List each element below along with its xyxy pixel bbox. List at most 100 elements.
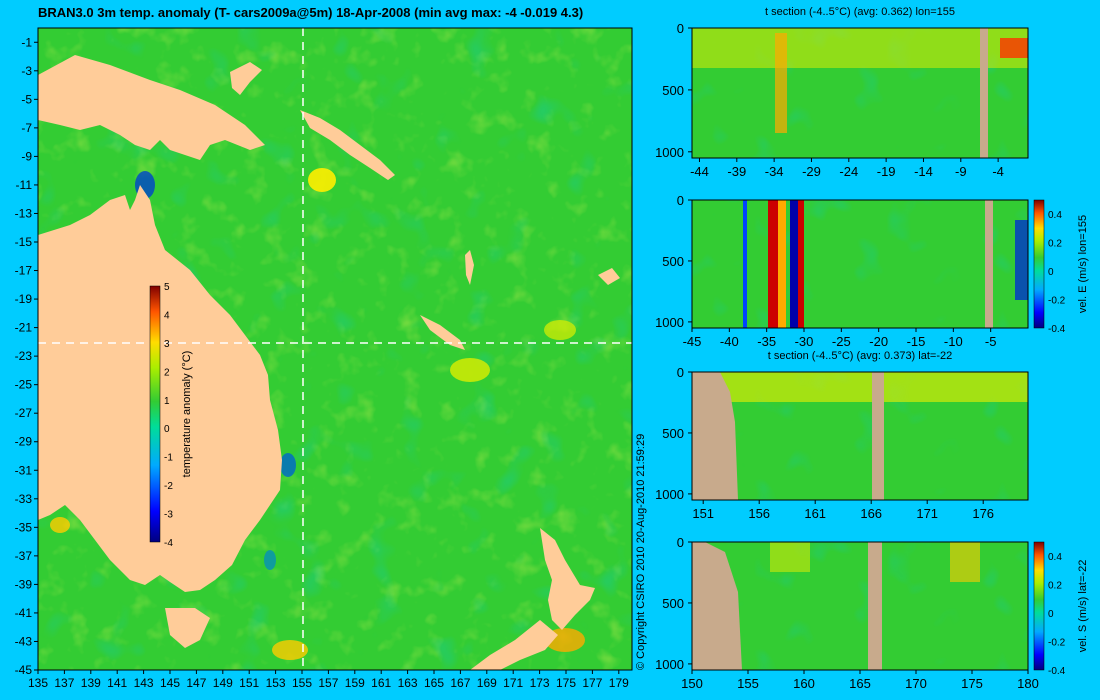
panel2-jet-west [790, 200, 798, 328]
t-section-lat-22-chart: 151 156 161 166 171 176 0 500 1000 [655, 365, 1029, 521]
x-tick-label: 180 [1017, 676, 1039, 691]
y-tick-label: 0 [677, 365, 684, 380]
panel2-jet-east-2 [798, 200, 804, 328]
y-tick-label: 1000 [655, 315, 684, 330]
panel1-warm-patch [1000, 38, 1028, 58]
colorbar-tick-label: 0.4 [1048, 552, 1062, 563]
y-tick-label: -17 [15, 264, 33, 278]
x-tick-label: 151 [692, 506, 714, 521]
x-tick-label: -30 [795, 334, 814, 349]
y-tick-label: 500 [662, 83, 684, 98]
y-tick-label: 1000 [655, 657, 684, 672]
panel2-land [985, 200, 993, 328]
colorbar-tick-label: -3 [164, 510, 173, 521]
cool-eddy [264, 550, 276, 570]
panel4-axes: 150 155 160 165 170 175 180 0 500 1000 [655, 535, 1039, 691]
panel2-frame [691, 199, 1029, 329]
colorbar-tick-label: 1 [164, 396, 170, 407]
x-tick-label: 171 [916, 506, 938, 521]
x-tick-label: -15 [907, 334, 926, 349]
solomon-islands-land [300, 110, 395, 180]
x-tick-label: 161 [804, 506, 826, 521]
colorbar-tick-label: -0.4 [1048, 324, 1066, 335]
x-tick-label: 160 [793, 676, 815, 691]
panel2-jet-east [768, 200, 778, 328]
panel2-axes: -45 -40 -35 -30 -25 -20 -15 -10 -5 0 500 1000 [655, 193, 996, 349]
warm-eddy [308, 168, 336, 192]
y-tick-label: 500 [662, 426, 684, 441]
panel3-surface-layer [692, 372, 1028, 402]
x-tick-label: 179 [609, 676, 629, 690]
x-tick-label: -45 [683, 334, 702, 349]
x-tick-label: 150 [681, 676, 703, 691]
copyright-text: © Copyright CSIRO 2010 20-Aug-2010 21:59… [635, 434, 647, 670]
panel2-jet-west-2 [743, 200, 747, 328]
panel1-axes: -44 -39 -34 -29 -24 -19 -14 -9 -4 0 500 1000 [655, 21, 1004, 179]
x-tick-label: 139 [81, 676, 101, 690]
x-tick-label: 145 [160, 676, 180, 690]
x-tick-label: 155 [292, 676, 312, 690]
y-tick-label: -43 [15, 634, 33, 648]
x-tick-label: 151 [239, 676, 259, 690]
warm-eddy [50, 517, 70, 533]
panel4-colorbar-label: vel. S (m/s) lat=-22 [1077, 560, 1089, 653]
x-tick-label: -24 [839, 164, 858, 179]
x-tick-label: 165 [849, 676, 871, 691]
y-tick-label: 1000 [655, 487, 684, 502]
panel4-colorbar [1033, 541, 1045, 671]
map-x-axis: 135 137 139 141 143 145 147 149 151 153 155 157 159 1… [28, 670, 629, 690]
vanuatu-land [465, 250, 474, 285]
panel3-frame [691, 371, 1029, 501]
map-frame [37, 27, 633, 671]
y-tick-label: -45 [15, 663, 33, 677]
colorbar-tick-label: -0.4 [1048, 666, 1066, 677]
x-tick-label: 156 [748, 506, 770, 521]
x-tick-label: -19 [877, 164, 896, 179]
y-tick-label: -19 [15, 292, 33, 306]
tasmania-land [165, 608, 210, 648]
x-tick-label: -25 [832, 334, 851, 349]
x-tick-label: 165 [424, 676, 444, 690]
panel1-surface-layer [692, 28, 1028, 68]
surface-map-chart: -1-3-5-7-9-11-13-15-17-19-21-23-25-27-29… [15, 27, 633, 690]
x-tick-label: -9 [955, 164, 967, 179]
x-tick-label: -44 [690, 164, 709, 179]
y-tick-label: -29 [15, 435, 33, 449]
colorbar-tick-label: 0.4 [1048, 210, 1062, 221]
x-tick-label: 177 [582, 676, 602, 690]
x-tick-label: -40 [720, 334, 739, 349]
colorbar-gradient [149, 285, 161, 543]
panel3-land-mid [872, 372, 884, 500]
panel2-jet-east-edge [778, 200, 786, 328]
colorbar-tick-label: 0.2 [1048, 239, 1062, 250]
colorbar-tick-label: 5 [164, 282, 170, 293]
panel3-land-west [692, 372, 738, 500]
panel3-axes: 151 156 161 166 171 176 0 500 1000 [655, 365, 994, 521]
colorbar-tick-label: 2 [164, 367, 170, 378]
warm-eddy [272, 640, 308, 660]
x-tick-label: 175 [556, 676, 576, 690]
y-tick-label: -37 [15, 549, 33, 563]
y-tick-label: 0 [677, 21, 684, 36]
panel1-land [980, 28, 988, 158]
y-tick-label: 500 [662, 254, 684, 269]
y-tick-label: -31 [15, 463, 33, 477]
x-tick-label: 143 [134, 676, 154, 690]
x-tick-label: 170 [905, 676, 927, 691]
panel3-title: t section (-4..5°C) (avg: 0.373) lat=-22 [767, 350, 953, 362]
y-tick-label: -41 [15, 606, 33, 620]
y-tick-label: -35 [15, 520, 33, 534]
vel-s-section-lat-22-chart: 150 155 160 165 170 175 180 0 500 1000 0.4 0.2 0 -0.… [655, 535, 1089, 691]
y-tick-label: -11 [16, 178, 33, 192]
copyright-container: © Copyright CSIRO 2010 20-Aug-2010 21:59… [632, 380, 648, 670]
panel2-colorbar-label: vel. E (m/s) lon=155 [1077, 215, 1089, 313]
y-tick-label: -39 [15, 577, 33, 591]
colorbar-tick-label: -0.2 [1048, 638, 1066, 649]
colorbar-tick-label: 0.2 [1048, 581, 1062, 592]
colorbar-tick-label: 0 [1048, 267, 1054, 278]
y-tick-label: -9 [21, 149, 32, 163]
panel2-jet-west-3 [1015, 220, 1028, 300]
x-tick-label: -20 [869, 334, 888, 349]
x-tick-label: -5 [985, 334, 997, 349]
